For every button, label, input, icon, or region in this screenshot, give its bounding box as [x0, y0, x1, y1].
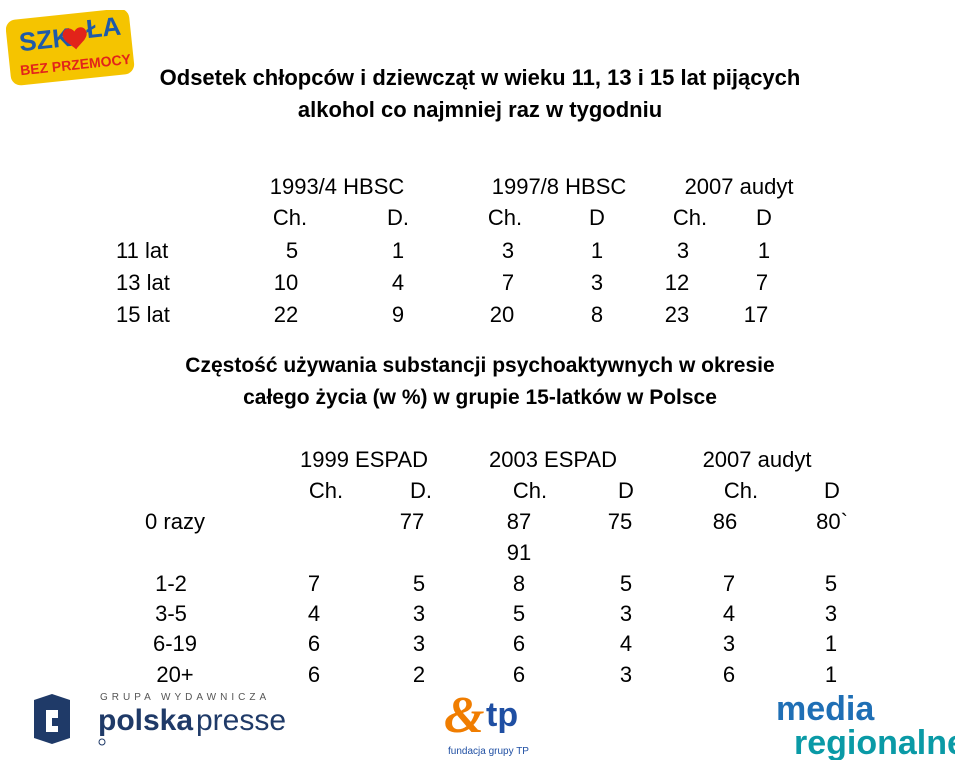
svg-text:polska: polska: [98, 704, 193, 737]
table1-cell: 10: [273, 270, 299, 295]
table2-subheader: Ch.: [308, 478, 344, 503]
table2-subheader: D: [824, 478, 840, 503]
table2-group-header: 2003 ESPAD: [488, 447, 618, 472]
table2-subheader: Ch.: [723, 478, 759, 503]
table1-subheader: D: [756, 205, 772, 230]
table1-title-line1: Odsetek chłopców i dziewcząt w wieku 11,…: [159, 65, 801, 90]
table2-cell: 6: [512, 662, 526, 687]
svg-text:fundacja grupy TP: fundacja grupy TP: [448, 746, 529, 757]
table1-cell: 12: [664, 270, 690, 295]
table2-cell: 5: [619, 571, 633, 596]
table1-cell: 22: [273, 302, 299, 327]
table2-cell: 4: [722, 601, 736, 626]
table2-group-header: 1999 ESPAD: [299, 447, 429, 472]
table1-cell: 7: [501, 270, 515, 295]
table1-cell: 4: [391, 270, 405, 295]
table1-cell: 7: [755, 270, 769, 295]
table1-row-label: 11 lat: [116, 238, 169, 263]
table2-row-label: 20+: [156, 662, 194, 687]
table2-cell: 80`: [816, 509, 848, 534]
table2-title: Częstość używania substancji psychoaktyw…: [120, 350, 840, 414]
polskapresse-logo: GRUPA WYDAWNICZA polska presse: [34, 692, 286, 746]
table2-cell: 87: [506, 509, 532, 534]
table1-cell: 3: [676, 238, 690, 263]
table1-cell: 1: [590, 238, 604, 263]
table2-cell: 1: [824, 662, 838, 687]
table1-subheader: Ch.: [672, 205, 708, 230]
table1-row-label: 13 lat: [116, 270, 170, 295]
table2-cell: 2: [412, 662, 426, 687]
table2-cell: 77: [399, 509, 425, 534]
table2-cell: 4: [307, 601, 321, 626]
table2-row-label: 6-19: [152, 631, 198, 656]
table1-title: Odsetek chłopców i dziewcząt w wieku 11,…: [0, 62, 960, 126]
table1-group-header: 2007 audyt: [684, 174, 794, 199]
table2-cell: 6: [512, 631, 526, 656]
table2-cell: 3: [412, 601, 426, 626]
table2-cell: 5: [412, 571, 426, 596]
svg-text:SZK: SZK: [18, 22, 73, 57]
szkola-bez-przemocy-logo: SZK ŁA BEZ PRZEMOCY: [6, 10, 135, 86]
svg-text:media: media: [776, 690, 875, 728]
table1-cell: 3: [501, 238, 515, 263]
table2-subheader: D: [618, 478, 634, 503]
table2-cell: 6: [307, 631, 321, 656]
table1-subheader: D.: [387, 205, 409, 230]
table2-subheader: Ch.: [512, 478, 548, 503]
table2-cell: 6: [722, 662, 736, 687]
table2-cell: 7: [722, 571, 736, 596]
svg-text:regionalne: regionalne: [794, 724, 955, 760]
table2-row-label: 0 razy: [145, 509, 205, 534]
table2-row-label: 3-5: [155, 601, 187, 626]
table1-cell: 23: [664, 302, 690, 327]
table2-subheader: D.: [410, 478, 432, 503]
table2-title-line1: Częstość używania substancji psychoaktyw…: [185, 354, 775, 377]
media-regionalne-logo: media regionalne: [776, 690, 955, 760]
table2-cell: 3: [619, 601, 633, 626]
table2-cell: 4: [619, 631, 633, 656]
table2-cell: 6: [307, 662, 321, 687]
table2-cell: 1: [824, 631, 838, 656]
table1-group-header: 1997/8 HBSC: [491, 174, 627, 199]
table1-cell: 5: [285, 238, 299, 263]
table2-cell: 86: [712, 509, 738, 534]
table2-cell: 7: [307, 571, 321, 596]
table2-group-header: 2007 audyt: [702, 447, 812, 472]
table2-cell: 5: [512, 601, 526, 626]
table1-title-line2: alkohol co najmniej raz w tygodniu: [297, 97, 663, 122]
svg-text:&: &: [444, 687, 484, 744]
table1-cell: 17: [743, 302, 769, 327]
table2-cell: 8: [512, 571, 526, 596]
table1-cell: 9: [391, 302, 405, 327]
table1-cell: 20: [489, 302, 515, 327]
table2-cell: 5: [824, 571, 838, 596]
table2-cell: 3: [619, 662, 633, 687]
table1-subheader: Ch.: [272, 205, 308, 230]
table1-row-label: 15 lat: [116, 302, 170, 327]
table1-cell: 3: [590, 270, 604, 295]
fundacja-tp-logo: & tp fundacja grupy TP: [444, 687, 529, 757]
table2-cell: 91: [506, 540, 532, 565]
svg-text:presse: presse: [196, 704, 286, 737]
svg-text:GRUPA WYDAWNICZA: GRUPA WYDAWNICZA: [100, 692, 270, 703]
table1-group-header: 1993/4 HBSC: [269, 174, 405, 199]
svg-text:ŁA: ŁA: [85, 11, 123, 44]
svg-text:tp: tp: [486, 696, 518, 734]
table1-cell: 1: [391, 238, 405, 263]
table1-subheader: Ch.: [487, 205, 523, 230]
table2-cell: 3: [722, 631, 736, 656]
table1-cell: 8: [590, 302, 604, 327]
table2-row-label: 1-2: [155, 571, 187, 596]
table1-subheader: D: [589, 205, 605, 230]
table1-cell: 1: [757, 238, 771, 263]
table2-title-line2: całego życia (w %) w grupie 15-latków w …: [243, 386, 717, 409]
table2-cell: 3: [824, 601, 838, 626]
table2-cell: 75: [607, 509, 633, 534]
table2-cell: 3: [412, 631, 426, 656]
